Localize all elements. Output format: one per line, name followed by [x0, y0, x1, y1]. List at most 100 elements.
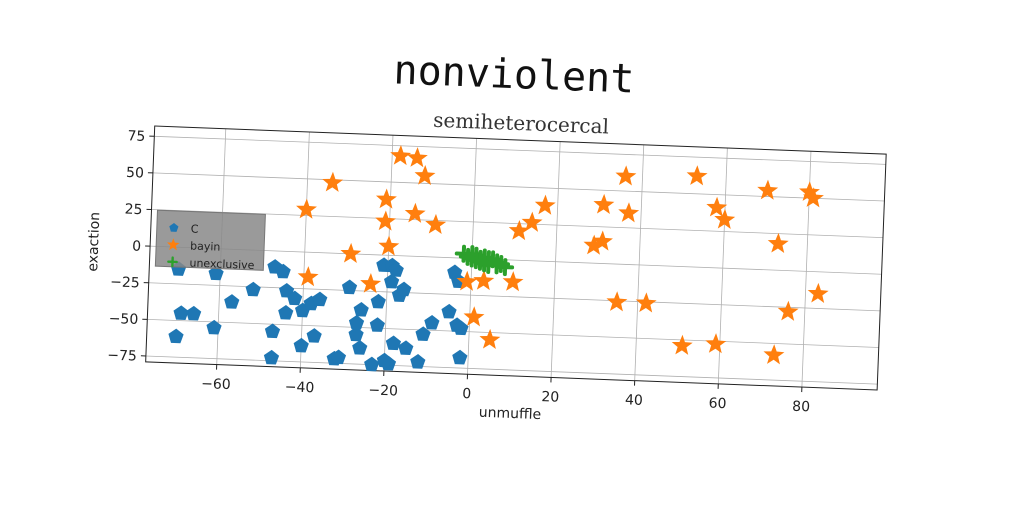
- x-tick-label: −20: [368, 382, 398, 399]
- point-C: [341, 279, 358, 295]
- legend-label: unexclusive: [189, 256, 255, 271]
- point-bayin: [322, 171, 344, 192]
- point-bayin: [456, 270, 478, 291]
- point-C: [173, 305, 189, 320]
- suptitle: nonviolent: [393, 47, 635, 102]
- y-tick-label: 0: [132, 238, 142, 254]
- point-bayin: [615, 165, 637, 186]
- point-C: [369, 317, 385, 332]
- axes: semiheterocercal −60 −40 −20 0 20 40 60 80 −75 −5…: [85, 108, 887, 423]
- point-bayin: [583, 234, 605, 255]
- x-tick-label: 60: [708, 396, 726, 413]
- point-bayin: [618, 202, 640, 223]
- point-bayin: [635, 292, 657, 313]
- point-bayin: [763, 344, 785, 365]
- point-bayin: [671, 334, 693, 355]
- point-bayin: [473, 269, 495, 291]
- point-C: [245, 281, 261, 297]
- point-bayin: [425, 213, 447, 234]
- x-axis-label: unmuffle: [478, 405, 541, 423]
- point-C: [370, 293, 386, 309]
- point-C: [364, 356, 380, 372]
- y-tick-label: 50: [126, 165, 144, 182]
- point-C: [385, 335, 402, 351]
- legend-box: [154, 209, 266, 271]
- point-bayin: [521, 211, 543, 232]
- plot-frame: [145, 125, 887, 391]
- point-bayin: [705, 333, 727, 354]
- point-bayin: [406, 147, 428, 168]
- point-C: [410, 354, 426, 369]
- point-C: [306, 328, 322, 343]
- point-bayin: [479, 328, 501, 350]
- point-bayin: [767, 232, 789, 254]
- point-bayin: [592, 230, 613, 251]
- point-C: [396, 281, 412, 297]
- legend-marker-bayin: [166, 238, 180, 251]
- x-grid-line: [550, 141, 561, 378]
- x-grid-line: [634, 144, 645, 381]
- point-C: [452, 349, 468, 365]
- point-bayin: [360, 272, 382, 294]
- point-bayin: [706, 196, 728, 217]
- y-grid-line: [150, 245, 882, 275]
- point-C: [384, 273, 400, 289]
- y-axis-label: exaction: [85, 212, 103, 272]
- point-bayin: [296, 198, 317, 219]
- point-C: [278, 304, 294, 320]
- point-bayin: [340, 242, 362, 263]
- x-grid-line: [383, 135, 394, 372]
- point-bayin: [534, 194, 556, 215]
- x-tick-label: 0: [462, 386, 472, 402]
- x-tick-label: −40: [284, 379, 314, 396]
- y-grid-line: [147, 318, 879, 348]
- point-C: [224, 294, 240, 309]
- point-bayin: [390, 145, 412, 166]
- point-C: [441, 303, 457, 319]
- point-C: [353, 302, 369, 317]
- x-tick-label: 80: [792, 399, 810, 416]
- point-C: [398, 340, 414, 356]
- point-bayin: [502, 271, 524, 292]
- point-C: [206, 319, 222, 335]
- x-tick-label: 40: [625, 392, 643, 409]
- point-bayin: [508, 219, 530, 241]
- point-bayin: [803, 187, 824, 208]
- y-grid-line: [148, 282, 881, 312]
- axes-title: semiheterocercal: [433, 108, 610, 139]
- point-bayin: [463, 306, 485, 327]
- point-bayin: [714, 208, 736, 229]
- legend-marker-C: [169, 223, 179, 232]
- legend-label: bayin: [190, 239, 221, 253]
- point-bayin: [404, 202, 426, 223]
- point-C: [330, 349, 347, 365]
- y-tick-label: −50: [108, 311, 138, 328]
- point-C: [424, 314, 440, 330]
- point-C: [453, 320, 469, 336]
- point-unexclusive: [487, 256, 506, 275]
- x-grid-line: [299, 131, 310, 368]
- point-bayin: [375, 188, 397, 209]
- point-C: [287, 290, 303, 306]
- x-tick-label: −60: [201, 376, 231, 393]
- legend-label: C: [191, 223, 199, 236]
- point-C: [293, 337, 309, 353]
- legend-marker-unexclusive: [167, 256, 178, 268]
- point-C: [275, 263, 291, 279]
- point-C: [388, 262, 404, 277]
- y-grid-line: [145, 355, 878, 385]
- point-bayin: [414, 165, 436, 186]
- y-tick-label: −75: [107, 348, 137, 365]
- y-grid-line: [154, 135, 886, 165]
- point-bayin: [297, 266, 319, 287]
- point-bayin: [378, 235, 400, 256]
- point-C: [415, 326, 431, 342]
- point-C: [168, 328, 184, 344]
- point-bayin: [799, 181, 820, 202]
- point-bayin: [593, 193, 615, 215]
- point-C: [376, 352, 393, 368]
- y-tick-label: 75: [127, 128, 145, 145]
